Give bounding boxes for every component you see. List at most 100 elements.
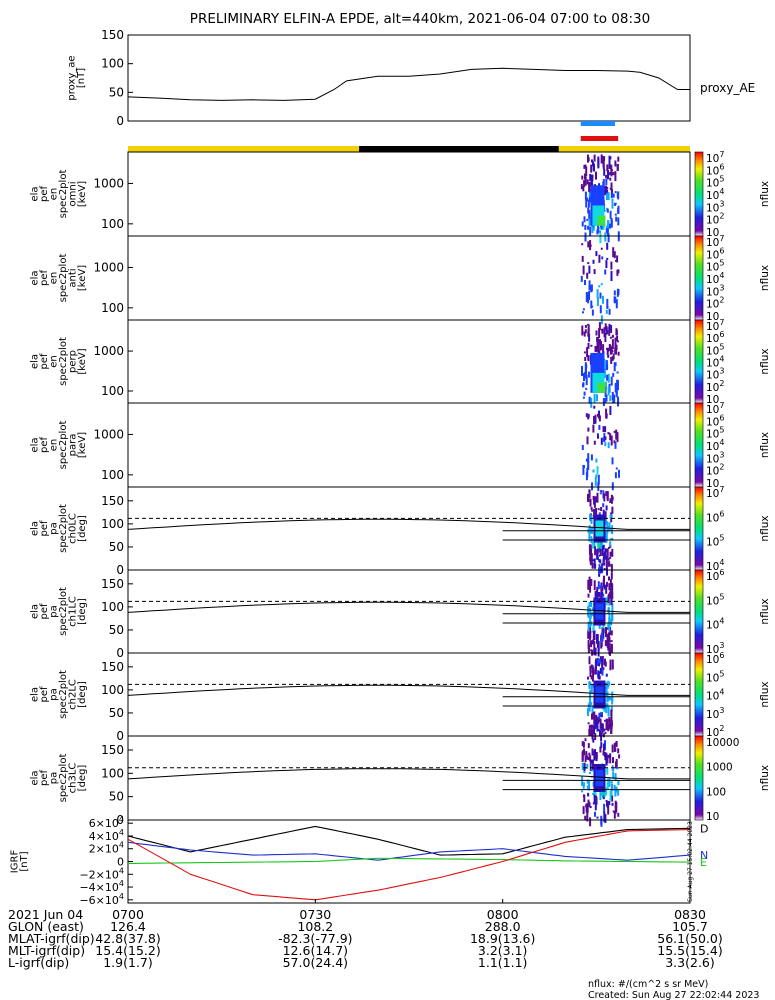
spectrogram-cell [603, 493, 606, 502]
spectrogram-cell [612, 757, 614, 764]
colorbar-label: nflux [759, 598, 771, 624]
spectrogram-cell [588, 582, 591, 591]
spectrogram-cell [609, 753, 612, 764]
spectrogram-cell [598, 227, 601, 230]
spectrogram-cell [587, 643, 590, 653]
ylabel-line: perp [67, 350, 78, 373]
spectrogram-cell [593, 269, 596, 275]
ytick-label: 150 [101, 28, 124, 42]
spectrogram-cell [587, 493, 589, 502]
colorbar-label-text: nflux [759, 265, 771, 291]
ylabel-line: spec2plot [58, 170, 69, 219]
spectrogram-cell [584, 280, 586, 285]
spectrogram-cell [598, 424, 601, 430]
ylabel-line: pef [39, 437, 50, 454]
spectrogram-cell [590, 702, 593, 705]
ytick-label: 0 [116, 563, 124, 577]
eph-row-label: L-igrf(dip) [8, 955, 69, 970]
spectrogram-cell [613, 296, 616, 303]
spectrogram-cell [588, 681, 591, 688]
spectrogram-cell [614, 382, 617, 392]
spectrogram-cell [599, 792, 602, 801]
spectrogram-cell [593, 393, 596, 403]
spectrogram-cell [612, 353, 615, 360]
spectrogram-cell [594, 787, 597, 798]
spectrogram-cell [592, 541, 595, 549]
spectrogram-cell [594, 811, 596, 817]
colorbar-tick-label: 104 [706, 438, 724, 453]
colorbar-tick-label: 102 [706, 463, 724, 478]
spectrogram-cell [596, 816, 599, 819]
igrf-line-unnamed [127, 829, 691, 901]
spectrogram-cell [610, 325, 613, 333]
spectrogram-cell [589, 665, 592, 671]
spectrogram-cell [611, 497, 614, 501]
ylabel-line: spec2plot [58, 254, 69, 303]
colorbar-tick-label: 106 [706, 162, 724, 177]
spectrogram-cell [592, 759, 594, 770]
spectrogram-cell [604, 755, 607, 761]
spectrogram-cell [604, 333, 607, 342]
spectrogram-cell [597, 474, 600, 485]
spectrogram-cell [607, 220, 610, 230]
spectrogram-cell [590, 285, 593, 293]
spectrogram-cell [607, 354, 610, 358]
spectrogram-cell [593, 641, 596, 652]
spectrogram-cell [614, 472, 617, 479]
spectrogram-cell [599, 230, 601, 234]
spectrogram-cell [616, 163, 619, 171]
spectrogram-cell [596, 466, 599, 475]
spectrogram-cell [607, 595, 610, 604]
spectrogram-cell [592, 469, 595, 473]
spectrogram-cell [587, 199, 590, 208]
time-tick-label: 0700 [112, 907, 144, 922]
spectrogram-cell [585, 377, 588, 386]
colorbar-tick-label: 105 [706, 669, 724, 684]
spectrogram-cell [594, 476, 597, 486]
spectrogram-cell [604, 232, 607, 242]
ylabel-line: ela [29, 521, 40, 536]
spectrogram-cell [594, 802, 597, 811]
spectrogram-cell [591, 509, 594, 512]
proxy-ae-ylabel: proxy_ae[nT] [66, 55, 87, 100]
spectrogram-cell [594, 660, 597, 670]
spectrogram-cell [605, 682, 608, 691]
spectrogram-cell [602, 437, 604, 442]
spectrogram-cell [599, 730, 601, 737]
spectrogram-cell [588, 489, 591, 498]
spectrogram-cell [614, 171, 617, 182]
spectrogram-cell [610, 781, 613, 784]
spectrogram-cell [609, 433, 612, 441]
eph-row-value: -82.3(-77.9) [278, 931, 352, 946]
spectrogram-cell [612, 767, 615, 772]
spectrogram-cell [606, 548, 609, 558]
colorbar-tick-label: 106 [706, 651, 724, 666]
spectrogram-cell [613, 290, 616, 296]
ylabel-line: ela [29, 437, 40, 452]
spectrogram-cell [598, 328, 601, 339]
colorbar-tick-label: 10 [706, 394, 719, 406]
spectrogram-cell [587, 676, 589, 680]
spectrogram-cell [596, 551, 599, 554]
eph-row-value: 42.8(37.8) [95, 931, 160, 946]
colorbar-tick-label: 105 [706, 534, 724, 549]
spectrogram-cell [615, 344, 617, 355]
spectrogram-cell [610, 640, 613, 643]
ytick-label: 100 [101, 384, 124, 398]
spectrogram-cell [596, 556, 599, 560]
spectrogram-cell [596, 337, 599, 348]
spectrogram-cells-ch2LC [587, 656, 614, 742]
colorbar-tick-label: 102 [706, 724, 724, 739]
spectrogram-cell [593, 753, 596, 761]
eph-row-value: 126.4 [110, 919, 146, 934]
spectrogram-cell [614, 337, 617, 348]
colorbar-tick-label: 10 [706, 478, 719, 490]
spectrogram-cell [586, 197, 589, 202]
ytick-label: 50 [109, 790, 124, 804]
spectrogram-cell [581, 255, 584, 262]
ytick-label: 6×104 [89, 815, 124, 830]
spectrogram-cell [588, 291, 590, 301]
spectrogram-cell [608, 546, 610, 549]
spectrogram-cell [607, 718, 610, 722]
